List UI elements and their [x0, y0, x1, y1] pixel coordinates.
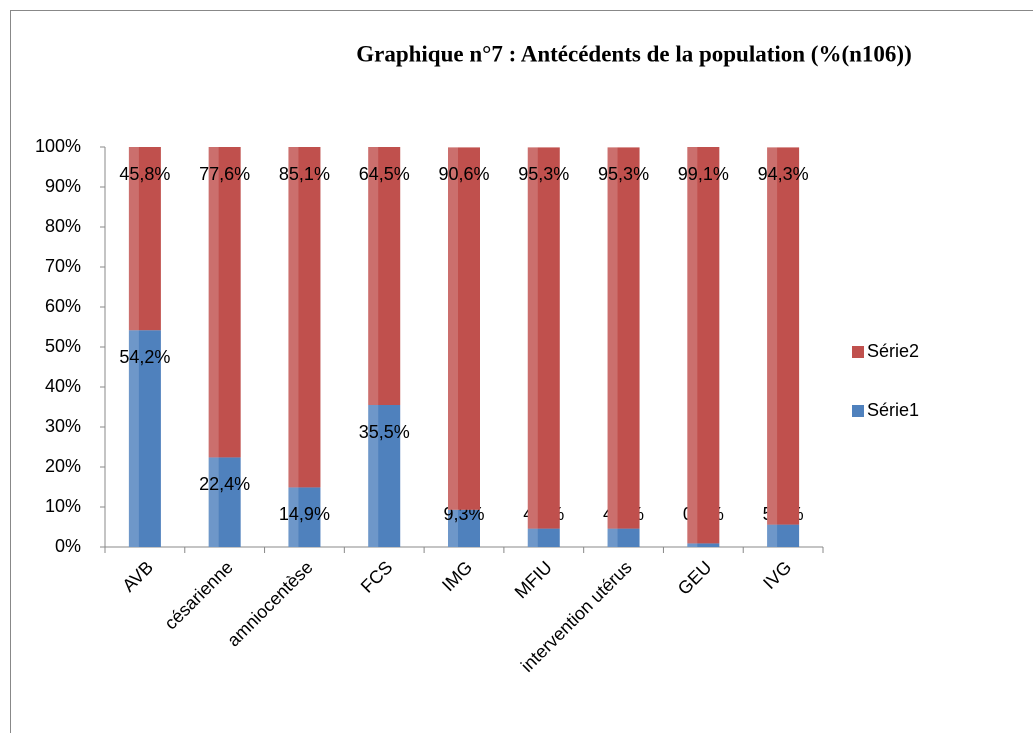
y-tick-label: 100%	[35, 136, 81, 156]
bar	[368, 405, 401, 547]
value-label: 95,3%	[598, 164, 649, 184]
bar	[607, 147, 640, 529]
y-tick-label: 30%	[45, 416, 81, 436]
bar-shade	[687, 147, 698, 544]
legend-swatch	[852, 346, 864, 358]
bar	[448, 509, 480, 547]
bar	[368, 147, 401, 405]
value-label: 94,3%	[758, 164, 809, 184]
bar	[288, 147, 321, 488]
y-tick-label: 0%	[55, 536, 81, 556]
y-tick-label: 10%	[45, 496, 81, 516]
bar	[687, 543, 720, 547]
bar-shade	[448, 147, 458, 510]
bar-shade	[128, 147, 139, 331]
value-label: 85,1%	[279, 164, 330, 184]
bar	[448, 147, 480, 510]
bar-shade	[288, 487, 299, 547]
bar-shade	[607, 147, 618, 529]
chart-border	[10, 10, 1033, 733]
value-label: 95,3%	[518, 164, 569, 184]
bar	[208, 147, 241, 458]
bar-shade	[448, 509, 458, 547]
value-label: 22,4%	[199, 474, 250, 494]
bar	[128, 330, 161, 547]
bar	[607, 528, 640, 547]
legend-label: Série2	[867, 341, 919, 361]
bar-shade	[527, 528, 538, 547]
bar	[687, 147, 720, 544]
y-tick-label: 70%	[45, 256, 81, 276]
y-tick-label: 50%	[45, 336, 81, 356]
bar-shade	[607, 528, 618, 547]
bar	[527, 147, 560, 529]
value-label: 54,2%	[119, 347, 170, 367]
value-label: 77,6%	[199, 164, 250, 184]
bar	[767, 147, 800, 525]
bar-shade	[767, 147, 778, 525]
bar-shade	[128, 330, 139, 547]
y-tick-label: 90%	[45, 176, 81, 196]
bar-shade	[208, 147, 219, 458]
bar	[128, 147, 161, 331]
y-tick-label: 40%	[45, 376, 81, 396]
bar	[527, 528, 560, 547]
bar	[208, 457, 241, 547]
value-label: 99,1%	[678, 164, 729, 184]
y-tick-label: 20%	[45, 456, 81, 476]
y-tick-label: 60%	[45, 296, 81, 316]
value-label: 35,5%	[359, 422, 410, 442]
bar-shade	[767, 524, 778, 547]
chart-title: Graphique n°7 : Antécédents de la popula…	[356, 41, 912, 66]
legend-label: Série1	[867, 400, 919, 420]
value-label: 64,5%	[359, 164, 410, 184]
bar-shade	[288, 147, 299, 488]
value-label: 90,6%	[438, 164, 489, 184]
value-label: 45,8%	[119, 164, 170, 184]
bar-shade	[368, 147, 379, 405]
value-label: 14,9%	[279, 504, 330, 524]
legend-swatch	[852, 405, 864, 417]
bar-shade	[368, 405, 379, 547]
bar-shade	[527, 147, 538, 529]
bar	[288, 487, 321, 547]
bar	[767, 524, 800, 547]
bar-shade	[208, 457, 219, 547]
bar-shade	[687, 543, 698, 547]
y-tick-label: 80%	[45, 216, 81, 236]
